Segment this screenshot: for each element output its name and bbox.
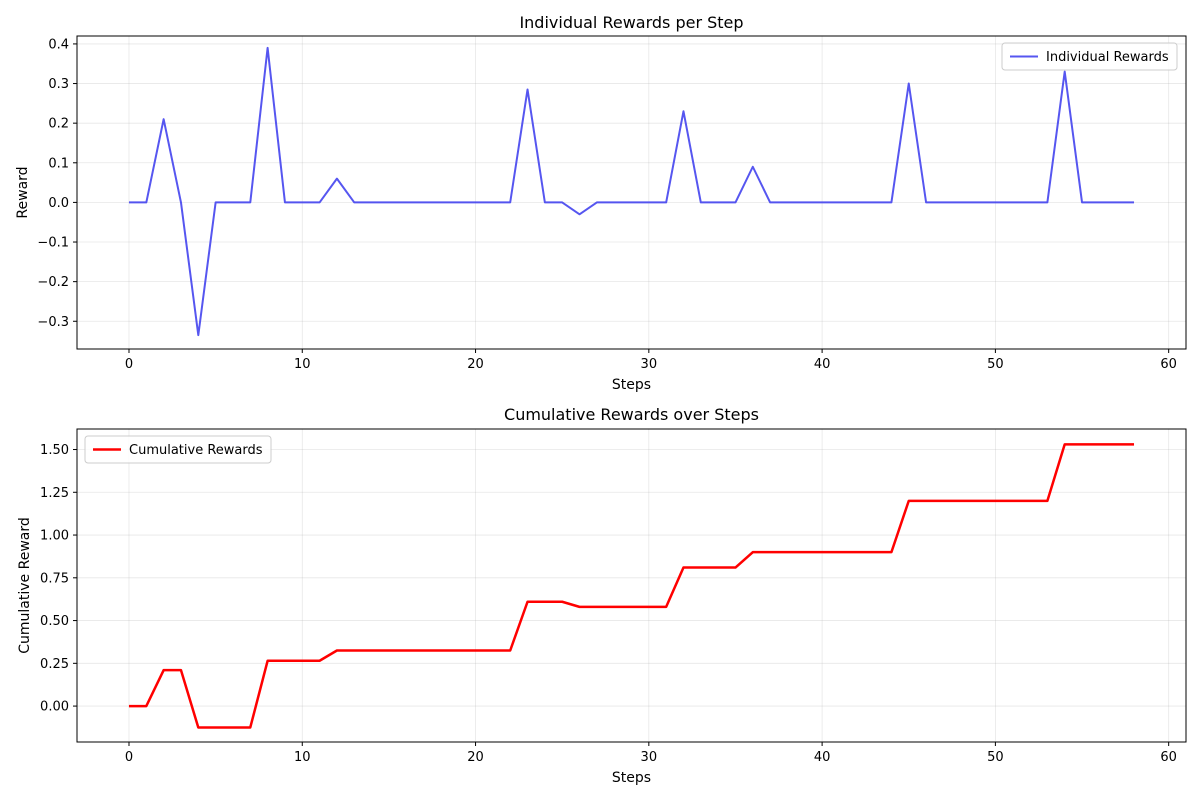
x-tick-label: 30	[641, 750, 658, 765]
y-tick-label: 0.00	[40, 700, 69, 715]
y-tick-label: 0.75	[40, 571, 69, 586]
x-tick-label: 20	[467, 357, 484, 372]
legend-box	[84, 435, 272, 464]
x-tick-label: 20	[467, 750, 484, 765]
y-axis-label: Cumulative Reward	[17, 517, 33, 654]
y-tick-label: 0.50	[40, 614, 69, 629]
x-tick-label: 10	[294, 750, 311, 765]
legend-label: Cumulative Rewards	[129, 443, 263, 458]
individual-rewards-chart: 0 10 20 30 40 50 60 −0.3 −0.2 −0.1 0.0 0.1 0.2 0.3 0.4…	[15, 13, 1187, 393]
y-tick-label: 0.2	[48, 117, 69, 132]
x-tick-label: 40	[814, 750, 831, 765]
x-axis-label: Steps	[612, 377, 651, 393]
x-tick-label: 0	[125, 750, 133, 765]
legend: Cumulative Rewards	[84, 435, 272, 464]
y-tick-label: 1.50	[40, 443, 69, 458]
series-line	[128, 46, 1135, 337]
y-tick-label: 1.25	[40, 486, 69, 501]
y-tick-label: 0.0	[48, 196, 69, 211]
legend: Individual Rewards	[1001, 42, 1178, 71]
y-tick-label: 1.00	[40, 529, 69, 544]
x-tick-label: 60	[1160, 357, 1177, 372]
y-tick-label: −0.3	[37, 315, 69, 330]
x-tick-label: 30	[641, 357, 658, 372]
y-tick-label: 0.4	[48, 37, 69, 52]
series-line	[128, 443, 1135, 729]
cumulative-rewards-chart: 0 10 20 30 40 50 60 0.00 0.25 0.50 0.75 1.00 1.25 1.5…	[17, 405, 1187, 786]
x-tick-label: 50	[987, 357, 1004, 372]
x-tick-label: 0	[125, 357, 133, 372]
x-tick-label: 60	[1160, 750, 1177, 765]
x-axis-label: Steps	[612, 770, 651, 786]
y-tick-label: 0.25	[40, 657, 69, 672]
y-tick-label: 0.3	[48, 77, 69, 92]
x-tick-label: 40	[814, 357, 831, 372]
chart-title: Individual Rewards per Step	[519, 13, 743, 32]
x-tick-label: 50	[987, 750, 1004, 765]
y-tick-label: 0.1	[48, 156, 69, 171]
axes-frame	[76, 428, 1187, 743]
axes-frame	[76, 35, 1187, 350]
legend-box	[1001, 42, 1178, 71]
y-tick-label: −0.2	[37, 275, 69, 290]
chart-title: Cumulative Rewards over Steps	[504, 405, 759, 424]
x-tick-label: 10	[294, 357, 311, 372]
y-axis-label: Reward	[15, 166, 31, 218]
legend-label: Individual Rewards	[1046, 50, 1169, 65]
y-tick-label: −0.1	[37, 236, 69, 251]
